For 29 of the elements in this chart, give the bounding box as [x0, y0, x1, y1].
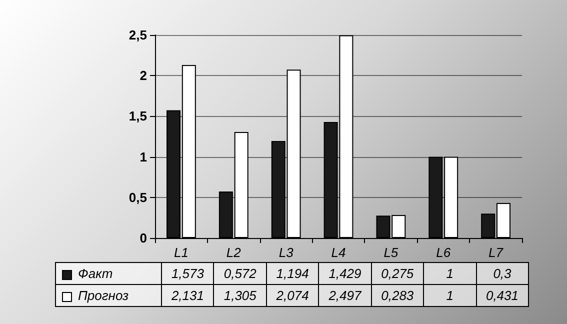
data-label: 1,429: [318, 262, 372, 284]
x-tick-label: L5: [384, 245, 399, 260]
x-tick-label: L7: [488, 245, 504, 260]
data-label: 0,283: [371, 284, 424, 306]
x-tick-label: L6: [436, 245, 452, 260]
y-tick-label: 1: [140, 149, 147, 164]
y-tick-label: 0,5: [128, 190, 147, 205]
x-tick-label: L4: [331, 245, 346, 260]
data-label: 0,431: [476, 284, 528, 306]
data-label: 1: [424, 284, 476, 306]
data-label: 0,3: [476, 262, 528, 284]
legend-label: Факт: [56, 262, 162, 284]
y-tick-label: 2,5: [128, 28, 147, 42]
data-label: 0,572: [214, 262, 266, 284]
data-label: 2,497: [318, 284, 372, 306]
x-tick-label: L2: [226, 245, 242, 260]
data-label: 2,074: [266, 284, 319, 306]
legend-label: Прогноз: [56, 284, 162, 306]
data-label: 1,194: [266, 262, 319, 284]
x-tick-label: L1: [174, 245, 188, 260]
data-label: 2,131: [162, 284, 214, 306]
data-label: 1,573: [162, 262, 214, 284]
x-tick-label: L3: [278, 245, 294, 260]
data-label: 1: [424, 262, 476, 284]
y-tick-label: 1,5: [128, 108, 147, 124]
y-tick-label: 2: [140, 68, 147, 84]
y-tick-label: 0: [140, 230, 147, 246]
data-label: 0,275: [371, 262, 424, 284]
data-label: 1,305: [214, 284, 266, 306]
